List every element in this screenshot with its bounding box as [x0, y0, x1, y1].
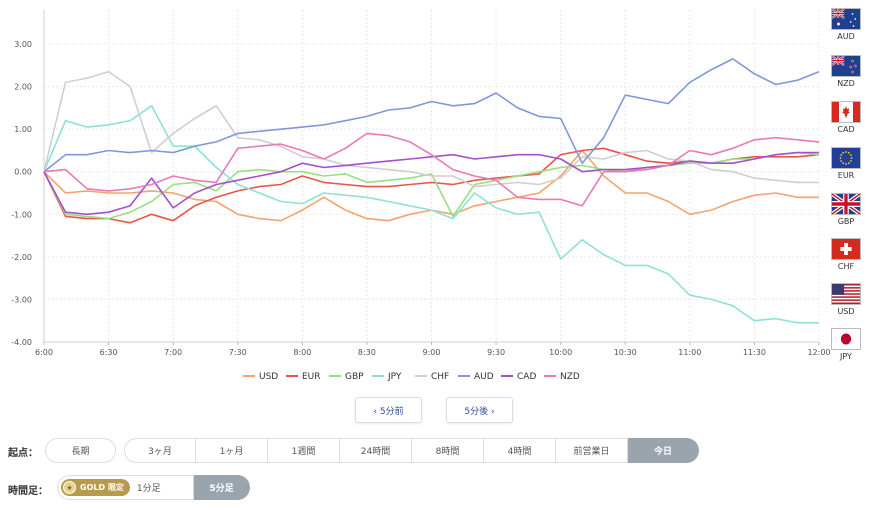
- legend-label-eur[interactable]: EUR: [302, 372, 321, 382]
- uk-flag-icon: [831, 193, 861, 215]
- start-option-prev-business-day[interactable]: 前営業日: [556, 438, 628, 463]
- start-option-today[interactable]: 今日: [628, 438, 699, 463]
- series-line-nzd: [43, 132, 820, 207]
- x-tick-label: 8:00: [293, 348, 311, 357]
- start-option-8hours[interactable]: 8時間: [412, 438, 484, 463]
- x-tick-label: 10:00: [549, 348, 572, 357]
- gold-limited-label: GOLD 限定: [80, 483, 124, 492]
- x-tick-label: 7:00: [164, 348, 182, 357]
- start-point-label: 起点：: [8, 448, 38, 459]
- legend-label-jpy[interactable]: JPY: [387, 372, 402, 382]
- japan-flag-icon: [831, 328, 861, 350]
- start-point-segment: 3ヶ月 1ヶ月 1週間 24時間 8時間 4時間 前営業日 今日: [124, 438, 699, 463]
- start-option-1month[interactable]: 1ヶ月: [196, 438, 268, 463]
- chart-series: [43, 58, 820, 324]
- legend-label-gbp[interactable]: GBP: [345, 372, 364, 382]
- australia-flag-icon: [831, 8, 861, 30]
- legend-label-cad[interactable]: CAD: [517, 372, 536, 382]
- x-tick-label: 10:30: [614, 348, 637, 357]
- next-5min-button[interactable]: 5分後 ›: [446, 397, 513, 423]
- canada-flag-icon: [831, 101, 861, 123]
- x-tick-label: 11:00: [678, 348, 701, 357]
- x-tick-label: 7:30: [229, 348, 247, 357]
- y-tick-label: 1.00: [14, 125, 32, 134]
- series-line-jpy: [43, 105, 819, 324]
- new-zealand-flag-icon: [831, 55, 861, 77]
- timeframe-label: 時間足：: [8, 486, 48, 497]
- flag-label-jpy: JPY: [840, 352, 852, 361]
- start-option-1week[interactable]: 1週間: [268, 438, 340, 463]
- x-tick-label: 8:30: [358, 348, 376, 357]
- start-option-4hours[interactable]: 4時間: [484, 438, 556, 463]
- swiss-flag-icon: [831, 238, 861, 260]
- flag-item-gbp[interactable]: GBP: [828, 193, 864, 226]
- y-tick-label: -2.00: [11, 253, 32, 262]
- flag-item-cad[interactable]: CAD: [828, 101, 864, 134]
- prev-5min-button[interactable]: ‹ 5分前: [355, 397, 422, 423]
- series-line-gbp: [43, 151, 820, 220]
- y-tick-label: 2.00: [14, 83, 32, 92]
- x-tick-label: 9:30: [487, 348, 505, 357]
- legend-label-chf[interactable]: CHF: [431, 372, 449, 382]
- flag-label-gbp: GBP: [837, 217, 855, 226]
- y-tick-label: -3.00: [11, 295, 32, 304]
- x-tick-label: 12:00: [807, 348, 830, 357]
- start-option-3months[interactable]: 3ヶ月: [124, 438, 196, 463]
- timeframe-option-5min[interactable]: 5分足: [194, 475, 250, 500]
- flag-item-eur[interactable]: EUR: [828, 147, 864, 180]
- flag-label-chf: CHF: [837, 262, 855, 271]
- x-tick-label: 6:00: [35, 348, 53, 357]
- y-axis-ticks: 3.00 2.00 1.00 0.00 -1.00 -2.00 -3.00 -4.00: [11, 40, 32, 347]
- legend-label-nzd[interactable]: NZD: [560, 372, 580, 382]
- start-long-term-button[interactable]: 長期: [45, 438, 116, 463]
- usa-flag-icon: [831, 283, 861, 305]
- x-tick-label: 6:30: [100, 348, 118, 357]
- timeframe-option-1min[interactable]: ★ GOLD 限定 1分足: [57, 475, 194, 500]
- y-tick-label: -1.00: [11, 210, 32, 219]
- flag-item-jpy[interactable]: JPY: [828, 328, 864, 361]
- series-line-aud: [43, 58, 820, 173]
- flag-item-aud[interactable]: AUD: [828, 8, 864, 41]
- x-axis-ticks: 6:00 6:30 7:00 7:30 8:00 8:30 9:00 9:30 10:00 10:…: [35, 342, 831, 357]
- eu-flag-icon: [831, 147, 861, 169]
- flag-label-cad: CAD: [837, 125, 855, 134]
- flag-item-usd[interactable]: USD: [828, 283, 864, 316]
- flag-item-nzd[interactable]: NZD: [828, 55, 864, 88]
- flag-item-chf[interactable]: CHF: [828, 238, 864, 271]
- currency-strength-chart: 3.00 2.00 1.00 0.00 -1.00 -2.00 -3.00 -4.00 6:0…: [11, 10, 831, 382]
- flag-label-aud: AUD: [837, 32, 855, 41]
- y-tick-label: 0.00: [14, 168, 32, 177]
- flag-label-usd: USD: [837, 307, 855, 316]
- timeframe-segment: ★ GOLD 限定 1分足 5分足: [57, 475, 250, 500]
- x-tick-label: 9:00: [423, 348, 441, 357]
- chart-legend: USD EUR GBP JPY CHF AUD CAD NZD: [243, 372, 580, 382]
- gold-coin-icon: ★: [63, 481, 76, 494]
- y-tick-label: 3.00: [14, 40, 32, 49]
- legend-label-usd[interactable]: USD: [259, 372, 278, 382]
- legend-label-aud[interactable]: AUD: [474, 372, 494, 382]
- flag-label-eur: EUR: [837, 171, 855, 180]
- series-line-cad: [43, 151, 819, 216]
- y-tick-label: -4.00: [11, 338, 32, 347]
- x-tick-label: 11:30: [743, 348, 766, 357]
- gold-limited-badge: ★ GOLD 限定: [61, 479, 130, 496]
- flag-label-nzd: NZD: [837, 79, 855, 88]
- timeframe-1min-label: 1分足: [136, 484, 161, 494]
- start-option-24hours[interactable]: 24時間: [340, 438, 412, 463]
